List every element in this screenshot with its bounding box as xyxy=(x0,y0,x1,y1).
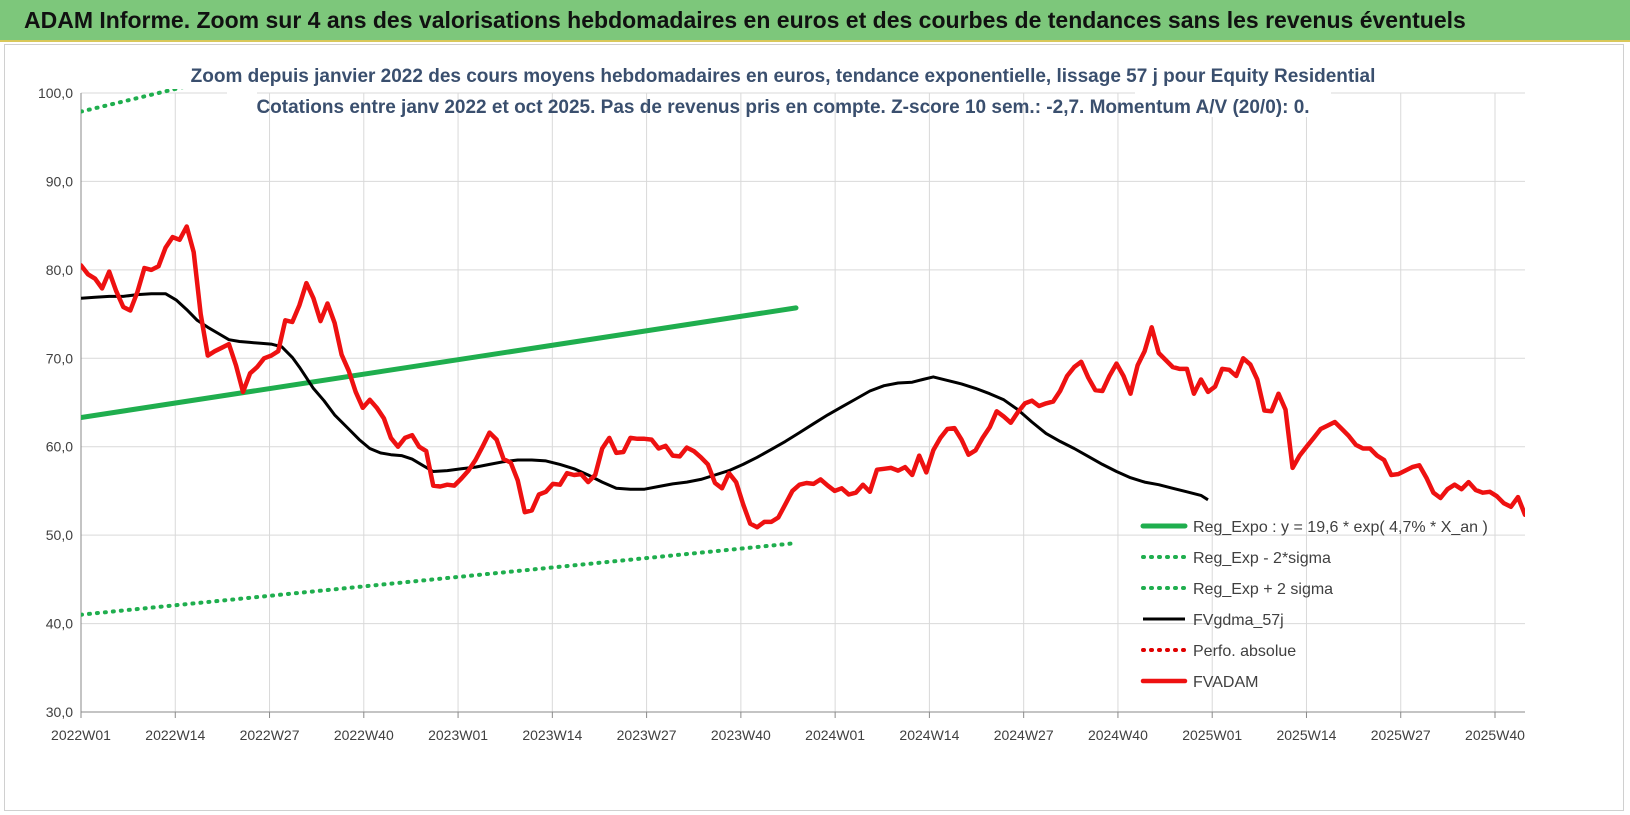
fvgdma-57j-line xyxy=(81,292,1209,502)
x-tick-label: 2023W40 xyxy=(711,727,771,743)
x-tick-label: 2023W01 xyxy=(428,727,488,743)
x-tick-label: 2023W27 xyxy=(617,727,677,743)
legend: Reg_Expo : y = 19,6 * exp( 4,7% * X_an )… xyxy=(1140,519,1488,691)
y-tick-label: 70,0 xyxy=(46,350,73,366)
x-tick-label: 2024W01 xyxy=(805,727,865,743)
series-layer xyxy=(81,89,1525,617)
x-tick-label: 2024W27 xyxy=(994,727,1054,743)
report-banner: ADAM Informe. Zoom sur 4 ans des valoris… xyxy=(0,0,1630,42)
y-tick-label: 90,0 xyxy=(46,173,73,189)
reg-exp-minus-2sigma-line xyxy=(81,541,798,617)
chart-frame: 30,0 40,0 50,0 60,0 70,0 80,0 90,0 100,0 2022W01… xyxy=(4,44,1624,811)
y-tick-label: 60,0 xyxy=(46,439,73,455)
x-tick-label: 2025W27 xyxy=(1371,727,1431,743)
x-tick-label: 2022W14 xyxy=(145,727,205,743)
x-tick-label: 2024W14 xyxy=(899,727,959,743)
x-tick-label: 2024W40 xyxy=(1088,727,1148,743)
valuation-line-chart: 30,0 40,0 50,0 60,0 70,0 80,0 90,0 100,0 2022W01… xyxy=(38,66,1525,743)
y-tick-label: 80,0 xyxy=(46,262,73,278)
legend-label-perfo-absolue-line: Perfo. absolue xyxy=(1193,643,1296,660)
legend-label-reg-exp-minus-2sigma-line: Reg_Exp - 2*sigma xyxy=(1193,550,1331,567)
y-tick-label: 30,0 xyxy=(46,704,73,720)
report-title: ADAM Informe. Zoom sur 4 ans des valoris… xyxy=(24,7,1466,33)
x-tick-label: 2025W40 xyxy=(1465,727,1525,743)
x-tick-label: 2022W01 xyxy=(51,727,111,743)
legend-label-fvadam-line: FVADAM xyxy=(1193,674,1258,691)
axes: 30,0 40,0 50,0 60,0 70,0 80,0 90,0 100,0 2022W01… xyxy=(38,85,1525,743)
y-tick-label: 40,0 xyxy=(46,616,73,632)
reg-expo-line xyxy=(81,305,799,420)
grid xyxy=(80,92,1525,713)
x-tick-label: 2025W14 xyxy=(1276,727,1336,743)
chart-title-line-1: Zoom depuis janvier 2022 des cours moyen… xyxy=(191,66,1376,87)
legend-label-reg-expo-line: Reg_Expo : y = 19,6 * exp( 4,7% * X_an ) xyxy=(1193,519,1488,536)
x-tick-label: 2025W01 xyxy=(1182,727,1242,743)
x-tick-label: 2023W14 xyxy=(522,727,582,743)
title-backdrop xyxy=(1135,67,1331,117)
legend-label-fvgdma-57j-line: FVgdma_57j xyxy=(1193,612,1284,629)
chart-title-line-2: Cotations entre janv 2022 et oct 2025. P… xyxy=(256,97,1309,118)
legend-label-reg-exp-plus-2sigma-line: Reg_Exp + 2 sigma xyxy=(1193,581,1333,598)
title-backdrop-left xyxy=(227,67,257,117)
x-tick-label: 2022W27 xyxy=(240,727,300,743)
x-tick-label: 2022W40 xyxy=(334,727,394,743)
fvadam-line xyxy=(81,224,1525,530)
y-tick-label: 100,0 xyxy=(38,85,73,101)
y-tick-label: 50,0 xyxy=(46,527,73,543)
